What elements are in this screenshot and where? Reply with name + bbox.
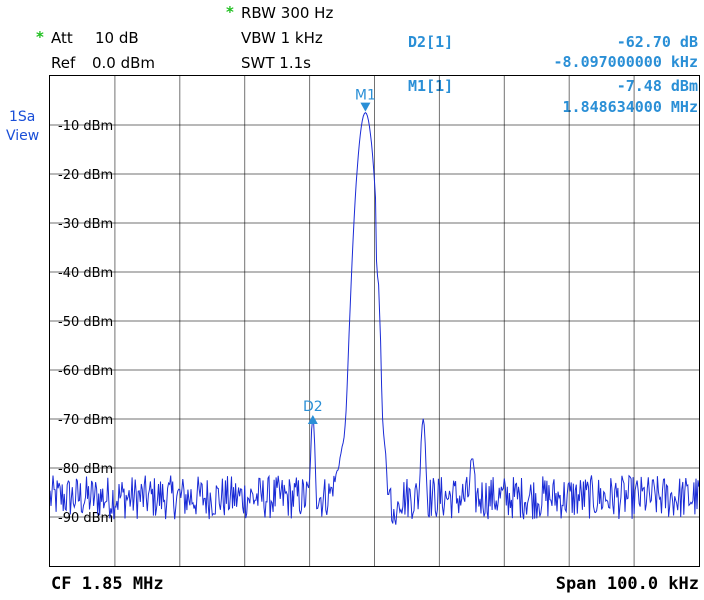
m1-readout-freq: 1.848634000 MHz (562, 98, 698, 116)
rbw-changed-star: * (226, 3, 234, 21)
d2-readout-freq: -8.097000000 kHz (553, 53, 699, 71)
rbw-setting[interactable]: RBW 300 Hz (241, 4, 334, 22)
att-value[interactable]: 10 dB (95, 29, 139, 47)
m1-readout-label: M1[1] (408, 77, 454, 95)
grid-lines (50, 76, 699, 566)
y-tick-label: -60 dBm (58, 364, 113, 379)
center-frequency[interactable]: CF 1.85 MHz (51, 574, 164, 594)
marker-d2-label: D2 (303, 399, 323, 415)
marker-d2-symbol (307, 414, 318, 424)
y-tick-labels: -10 dBm -20 dBm -30 dBm -40 dBm -50 dBm -60 d… (58, 119, 113, 526)
swt-setting[interactable]: SWT 1.1s (241, 54, 311, 72)
trace-mode-line2: View (6, 128, 40, 144)
spectrum-plot[interactable]: -10 dBm -20 dBm -30 dBm -40 dBm -50 dBm -60 d… (49, 75, 700, 567)
y-tick-label: -10 dBm (58, 119, 113, 134)
y-tick-label: -50 dBm (58, 315, 113, 330)
trace-line (50, 112, 699, 525)
marker-m1-label: M1 (355, 88, 376, 104)
d2-readout-label: D2[1] (408, 33, 454, 51)
att-label: Att (51, 29, 73, 47)
span-setting[interactable]: Span 100.0 kHz (555, 574, 699, 594)
ref-label: Ref (51, 54, 76, 72)
y-tick-label: -70 dBm (58, 413, 113, 428)
att-changed-star: * (36, 28, 44, 46)
trace-group (50, 112, 699, 525)
y-tick-label: -40 dBm (58, 266, 113, 281)
spectrum-chart: -10 dBm -20 dBm -30 dBm -40 dBm -50 dBm -60 d… (50, 76, 699, 566)
y-tick-label: -80 dBm (58, 462, 113, 477)
y-tick-label: -20 dBm (58, 168, 113, 183)
y-tick-label: -30 dBm (58, 217, 113, 232)
marker-m1-symbol (360, 102, 371, 112)
ref-value[interactable]: 0.0 dBm (92, 54, 156, 72)
vbw-setting[interactable]: VBW 1 kHz (241, 29, 323, 47)
y-tick-label: -90 dBm (58, 511, 113, 526)
marker-group: M1 D2 (303, 88, 376, 424)
m1-readout-level: -7.48 dBm (616, 77, 698, 95)
d2-readout-level: -62.70 dB (616, 33, 698, 51)
trace-mode-label[interactable]: 1Sa View (6, 108, 39, 146)
trace-mode-line1: 1Sa (9, 109, 36, 125)
